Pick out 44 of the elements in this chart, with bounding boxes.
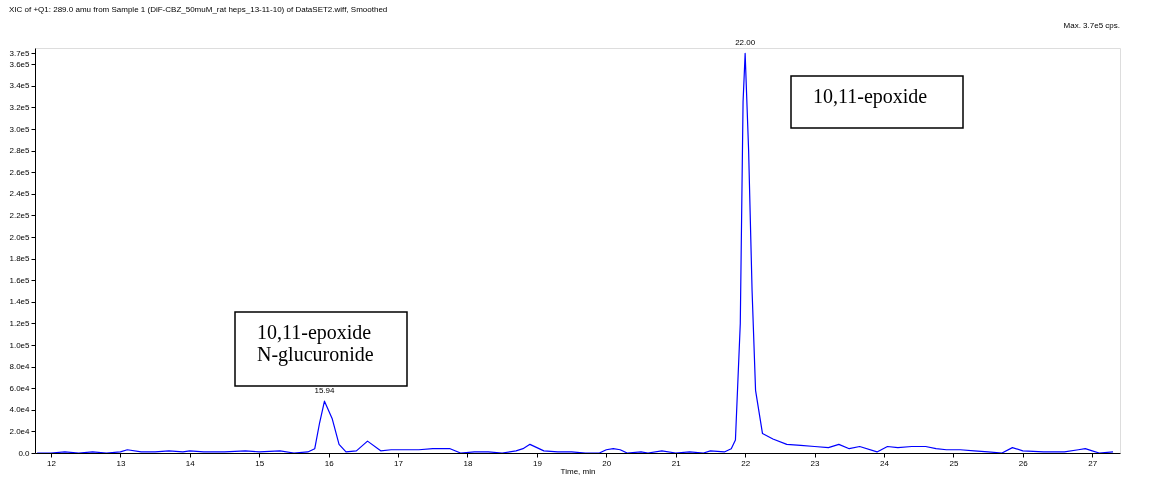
x-tick-label: 26 [1018,458,1029,468]
y-tick-label: 1.2e5 [9,318,31,328]
x-tick-label: 23 [810,458,821,468]
x-tick-label: 14 [185,458,196,468]
y-tick-label: 3.7e5 [9,48,31,58]
x-tick-label: 27 [1088,458,1098,468]
y-tick-label: 2.0e5 [9,232,31,242]
x-tick-label: 22 [741,458,751,468]
y-tick-label: 1.8e5 [9,254,31,264]
annotation: 22.00 [735,38,756,48]
x-tick-label: 25 [949,458,959,468]
y-tick-label: 3.6e5 [9,59,31,69]
y-tick-label: 1.0e5 [9,340,31,350]
x-tick-label: 21 [671,458,682,468]
y-tick-label: 3.0e5 [9,124,31,134]
x-axis-title: Time, min [560,466,596,476]
x-tick-label: 15 [255,458,265,468]
y-tick-label: 2.8e5 [9,146,31,156]
y-tick-label: 2.6e5 [9,167,31,177]
x-tick-label: 19 [532,458,543,468]
y-tick-label: 0.0 [18,448,31,458]
annotation: 15.94 [314,386,336,396]
x-tick-label: 13 [116,458,126,468]
x-tick-label: 12 [47,458,57,468]
line-series [36,52,1114,453]
y-tick-label: 2.4e5 [9,189,31,199]
x-tick-label: 18 [463,458,473,468]
y-tick-label: 6.0e4 [9,383,31,393]
chart-title: XIC of +Q1: 289.0 amu from Sample 1 (DiF-CBZ_50muM_rat heps_13-11-10) of DataSET2.wiff, Smoothed [8,5,388,14]
text: Max. 3.7e5 cps. [1063,21,1120,30]
y-tick-label: 1.4e5 [9,297,31,307]
x-tick-label: 20 [602,458,612,468]
y-tick-label: 8.0e4 [9,362,31,372]
y-tick-label: 3.2e5 [9,102,31,112]
x-tick-label: 17 [394,458,404,468]
y-tick-label: 1.6e5 [9,275,31,285]
annotation: 10,11-epoxide [813,85,928,108]
y-tick-label: 4.0e4 [9,405,31,415]
annotation: 10,11-epoxide N-glucuronide [257,321,374,366]
x-tick-label: 16 [324,458,335,468]
x-tick-label: 24 [880,458,890,468]
y-tick-label: 2.2e5 [9,210,31,220]
y-tick-label: 3.4e5 [9,81,31,91]
y-tick-label: 2.0e4 [9,426,31,436]
